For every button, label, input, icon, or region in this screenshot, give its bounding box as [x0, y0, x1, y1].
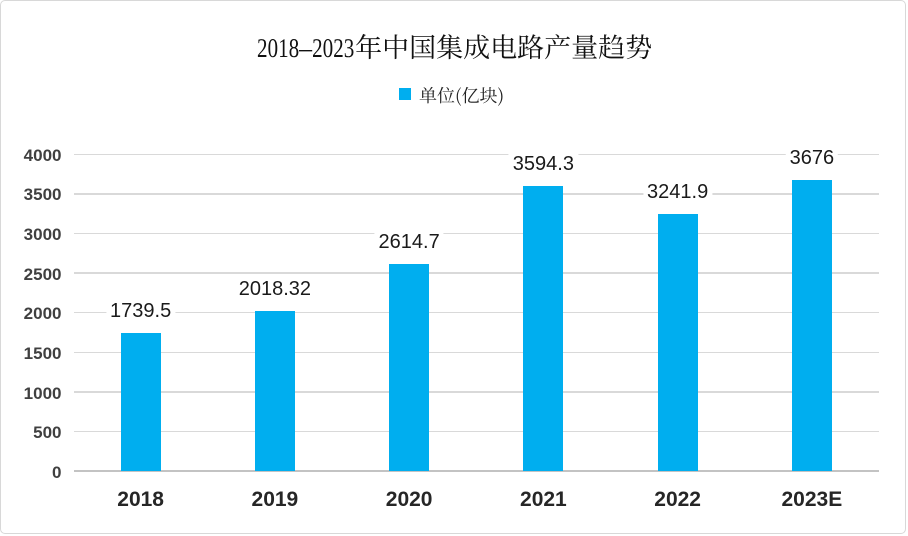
legend-label-glyphs [419, 86, 502, 106]
bar-2020 [389, 264, 430, 472]
gridline-1000 [73, 391, 879, 393]
category-label-2022: 2022 [654, 488, 701, 511]
gridline-500 [73, 430, 879, 433]
y-tick-label-500: 500 [33, 423, 62, 443]
y-tick-label-1500: 1500 [23, 343, 62, 363]
category-label-2023E: 2023E [781, 488, 843, 511]
value-label-2021: 3594.3 [508, 153, 578, 176]
legend-swatch [399, 88, 411, 100]
gridline-1500 [73, 351, 879, 354]
value-label-2022: 3241.9 [643, 181, 713, 204]
y-tick-label-4000: 4000 [23, 145, 62, 165]
gridline-3000 [73, 232, 879, 235]
chart-title-glyphs [258, 33, 652, 59]
bar-2021 [523, 186, 564, 472]
bar-2019 [254, 311, 295, 472]
value-label-2023E: 3676 [785, 146, 839, 169]
value-label-2018: 1739.5 [106, 300, 176, 323]
gridline-2000 [73, 312, 879, 314]
category-label-2020: 2020 [385, 488, 433, 511]
gridline-3500 [73, 193, 879, 195]
y-tick-label-2000: 2000 [23, 304, 62, 324]
gridline-4000 [73, 153, 879, 155]
value-label-2020: 2614.7 [374, 231, 444, 254]
category-label-2021: 2021 [520, 488, 567, 511]
y-tick-label-3000: 3000 [23, 225, 62, 245]
category-label-2018: 2018 [117, 488, 164, 511]
x-axis-line [73, 470, 879, 473]
value-label-2019: 2018.32 [234, 278, 316, 301]
y-tick-label-0: 0 [52, 462, 62, 482]
y-tick-label-2500: 2500 [23, 264, 62, 284]
bar-2018 [120, 333, 161, 472]
bar-2022 [657, 214, 698, 472]
gridline-2500 [73, 272, 879, 274]
bar-2023E [791, 179, 832, 472]
y-tick-label-3500: 3500 [23, 185, 62, 205]
category-label-2019: 2019 [251, 488, 299, 511]
y-tick-label-1000: 1000 [23, 383, 62, 403]
